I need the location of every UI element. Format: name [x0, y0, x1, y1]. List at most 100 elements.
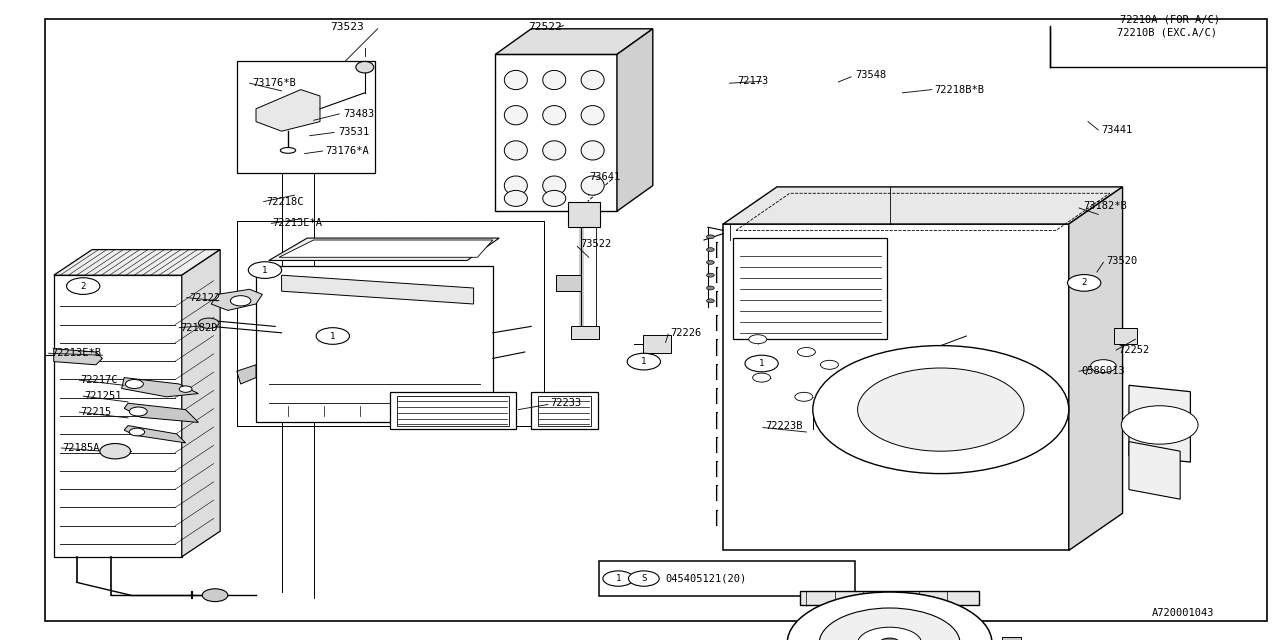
Text: 73176*B: 73176*B	[252, 78, 296, 88]
Polygon shape	[211, 289, 262, 310]
Circle shape	[858, 627, 922, 640]
Circle shape	[820, 360, 838, 369]
Text: 1: 1	[262, 266, 268, 275]
Bar	[599, 561, 855, 596]
Circle shape	[1121, 406, 1198, 444]
Text: 72213E*B: 72213E*B	[51, 348, 101, 358]
Circle shape	[628, 571, 659, 586]
Circle shape	[603, 571, 634, 586]
Polygon shape	[54, 275, 182, 557]
Circle shape	[707, 235, 714, 239]
Text: 72252: 72252	[1119, 345, 1149, 355]
Ellipse shape	[504, 141, 527, 160]
Circle shape	[202, 589, 228, 602]
Polygon shape	[723, 224, 1069, 550]
Text: 72122: 72122	[189, 292, 220, 303]
Polygon shape	[124, 403, 198, 422]
Bar	[538, 396, 591, 426]
Ellipse shape	[356, 61, 374, 73]
Text: 73641: 73641	[589, 172, 620, 182]
Circle shape	[707, 286, 714, 290]
Bar	[531, 392, 598, 429]
Circle shape	[797, 348, 815, 356]
Text: 73176*A: 73176*A	[325, 146, 369, 156]
Bar	[237, 61, 375, 173]
Circle shape	[787, 592, 992, 640]
Ellipse shape	[581, 141, 604, 160]
Text: 73182*B: 73182*B	[1083, 201, 1126, 211]
Polygon shape	[495, 29, 653, 54]
Bar	[237, 221, 544, 426]
Text: A720001043: A720001043	[1152, 608, 1215, 618]
Circle shape	[707, 299, 714, 303]
Circle shape	[753, 373, 771, 382]
Text: 73441: 73441	[1101, 125, 1132, 135]
Circle shape	[749, 335, 767, 344]
Polygon shape	[1129, 442, 1180, 499]
Polygon shape	[282, 275, 474, 304]
Polygon shape	[617, 29, 653, 211]
Bar	[571, 326, 599, 339]
Ellipse shape	[543, 176, 566, 195]
Text: 73483: 73483	[343, 109, 374, 119]
Circle shape	[125, 380, 143, 388]
Ellipse shape	[504, 70, 527, 90]
Text: 72213E*A: 72213E*A	[273, 218, 323, 228]
Ellipse shape	[543, 106, 566, 125]
Circle shape	[745, 355, 778, 372]
Text: 2: 2	[81, 282, 86, 291]
Circle shape	[316, 328, 349, 344]
Text: 72182D: 72182D	[180, 323, 218, 333]
Text: 1: 1	[330, 332, 335, 340]
Text: 72215: 72215	[81, 407, 111, 417]
Circle shape	[1091, 360, 1116, 372]
Text: 73520: 73520	[1106, 256, 1137, 266]
Bar	[237, 221, 544, 426]
Polygon shape	[237, 365, 256, 384]
Polygon shape	[256, 90, 320, 131]
Polygon shape	[182, 250, 220, 557]
Polygon shape	[256, 266, 493, 422]
Circle shape	[707, 273, 714, 277]
Text: 73531: 73531	[338, 127, 369, 138]
Circle shape	[179, 386, 192, 392]
Ellipse shape	[504, 106, 527, 125]
Text: 72223B: 72223B	[765, 420, 803, 431]
Text: 73522: 73522	[580, 239, 611, 250]
Ellipse shape	[543, 141, 566, 160]
Text: 72233: 72233	[550, 398, 581, 408]
Ellipse shape	[504, 191, 527, 206]
Circle shape	[230, 296, 251, 306]
Text: 72173: 72173	[737, 76, 768, 86]
Polygon shape	[54, 250, 220, 275]
Circle shape	[707, 248, 714, 252]
Text: 2: 2	[1082, 278, 1087, 287]
Bar	[556, 275, 581, 291]
Circle shape	[879, 638, 900, 640]
Polygon shape	[723, 187, 1123, 224]
Text: 72185A: 72185A	[63, 443, 100, 453]
Bar	[568, 202, 600, 227]
Text: 1: 1	[641, 357, 646, 366]
Text: 72217C: 72217C	[81, 375, 118, 385]
Text: 1: 1	[759, 359, 764, 368]
Circle shape	[248, 262, 282, 278]
Ellipse shape	[280, 148, 296, 154]
Text: 72226: 72226	[671, 328, 701, 338]
Polygon shape	[279, 240, 493, 257]
Polygon shape	[122, 378, 198, 397]
Text: 721251: 721251	[84, 391, 122, 401]
Circle shape	[858, 368, 1024, 451]
Text: 73548: 73548	[855, 70, 886, 80]
Ellipse shape	[543, 70, 566, 90]
Ellipse shape	[581, 176, 604, 195]
Text: 72210A (FOR A/C): 72210A (FOR A/C)	[1120, 14, 1220, 24]
Polygon shape	[1129, 385, 1190, 462]
Ellipse shape	[581, 70, 604, 90]
Circle shape	[707, 260, 714, 264]
Text: 73523: 73523	[330, 22, 364, 32]
Bar	[800, 591, 979, 605]
Ellipse shape	[543, 191, 566, 206]
Polygon shape	[1069, 187, 1123, 550]
Text: 72522: 72522	[529, 22, 562, 32]
